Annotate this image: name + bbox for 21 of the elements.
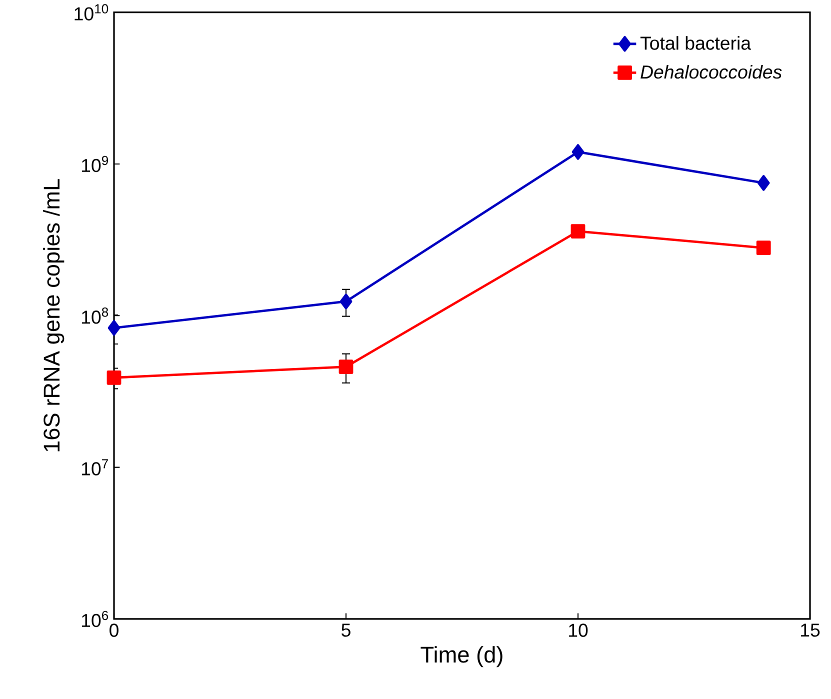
y-tick-label: 10$^{9}$ [82,156,108,172]
point [338,360,354,374]
x-tick-label: 15 [801,624,820,637]
legend-label: Dehalococcoides [640,64,782,79]
x-tick-label: 10 [569,624,588,637]
y-axis-title: 16S rRNA gene copies /mL [43,179,64,452]
point [340,294,352,310]
y-tick-label: 10$^{6}$ [82,610,108,628]
y-tick-label: 10$^{7}$ [82,459,108,476]
legend-label: Total bacteria [640,36,752,50]
point [756,240,771,256]
x-axis-title: Time (d) [420,646,502,668]
point [572,144,584,160]
point [570,224,586,238]
point [757,175,770,191]
point [106,370,122,385]
x-tick-label: 5 [342,624,350,637]
y-tick-label: 10$^{10}$ [74,4,108,20]
x-tick-label: 0 [110,624,118,637]
point [108,320,120,336]
y-tick-label: 10$^{8}$ [82,308,108,324]
